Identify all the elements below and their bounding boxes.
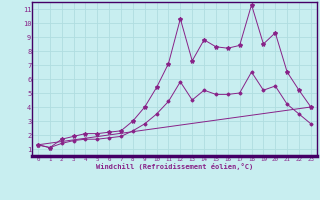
X-axis label: Windchill (Refroidissement éolien,°C): Windchill (Refroidissement éolien,°C) bbox=[96, 163, 253, 170]
